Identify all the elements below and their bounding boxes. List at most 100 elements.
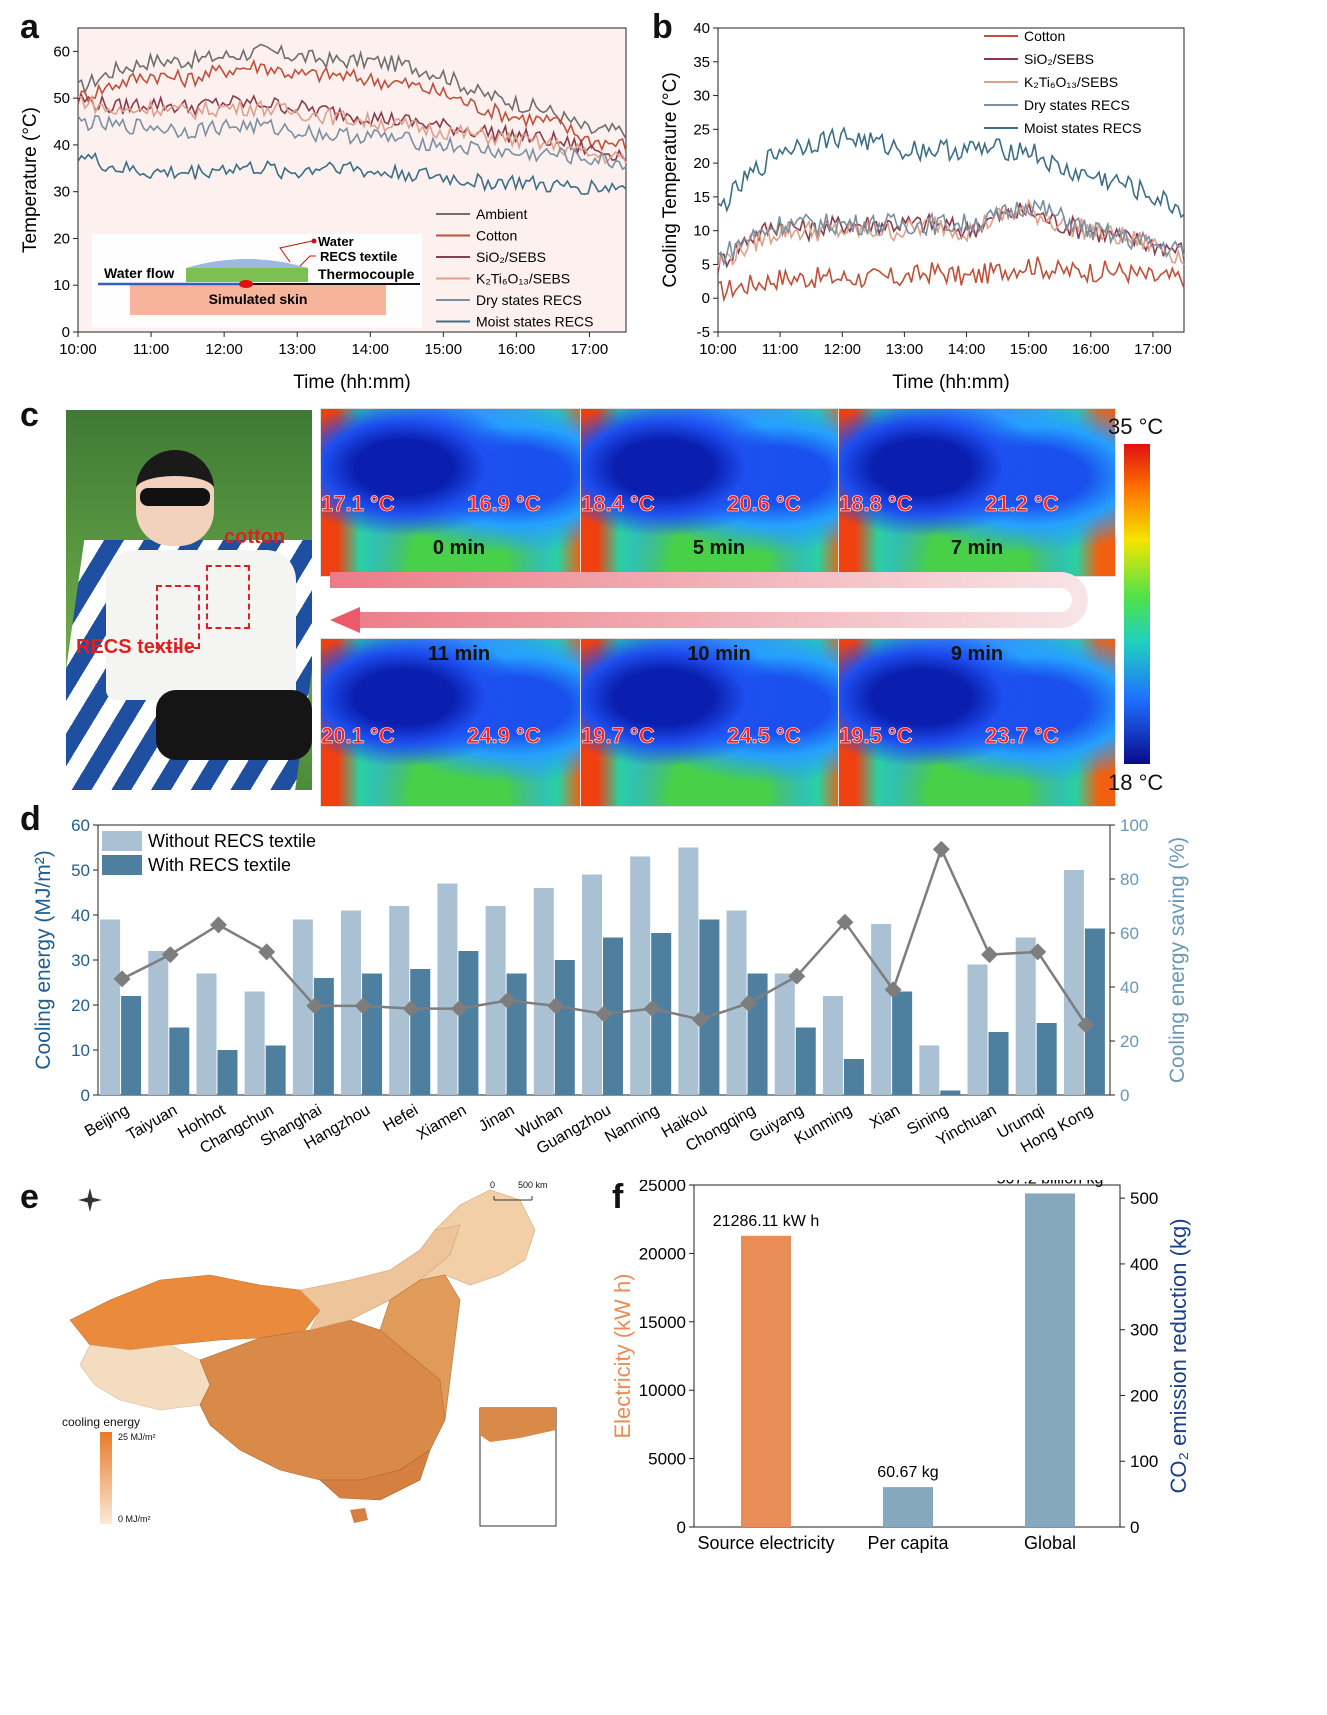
bar-without-Guangzhou — [582, 874, 602, 1095]
thermal-time: 5 min — [692, 537, 746, 559]
y-tick-label: 10 — [71, 1041, 90, 1060]
series-line-cotton — [77, 58, 627, 152]
legend-label: Dry states RECS — [476, 292, 582, 308]
legend-max: 25 MJ/m² — [118, 1432, 156, 1442]
x-tick-label: 10:00 — [59, 341, 97, 358]
x-tick-label: 16:00 — [1072, 341, 1110, 358]
y2-tick-label: 0 — [1120, 1086, 1129, 1105]
series-line-cotton — [717, 256, 1185, 303]
bar-with-Hangzhou — [362, 973, 383, 1095]
legend-title: cooling energy — [62, 1415, 141, 1429]
y-tick-label: 10 — [53, 277, 70, 294]
panel-label-a: a — [20, 8, 39, 46]
bar-without-Changchun — [244, 991, 265, 1095]
bar-with-Jinan — [506, 973, 527, 1095]
pants — [156, 690, 312, 760]
saving-marker — [981, 946, 999, 964]
legend-label: With RECS textile — [148, 855, 291, 875]
bar-without-Sining — [919, 1045, 940, 1095]
bar-value-label: 60.67 kg — [877, 1464, 938, 1481]
y2-tick-label: 80 — [1120, 870, 1139, 889]
scale-zero: 0 — [490, 1180, 496, 1190]
y-tick-label: 30 — [53, 184, 70, 201]
thermal-temp-right: 24.5 °C — [727, 723, 801, 749]
series-line-moist — [77, 151, 627, 196]
saving-marker — [113, 970, 131, 988]
bar-with-Haikou — [699, 919, 720, 1095]
y-axis-label: Electricity (kW h) — [610, 1274, 635, 1439]
water-label: Water — [318, 234, 354, 249]
thermocouple-dot — [239, 280, 253, 288]
scale-min-label: 18 °C — [1108, 770, 1164, 795]
y-tick-label: 25 — [693, 121, 710, 138]
saving-marker — [306, 997, 324, 1015]
x-tick-label: 12:00 — [205, 341, 243, 358]
x-axis-label: Time (hh:mm) — [892, 372, 1010, 393]
thermal-image-4: 10 min 19.7 °C 24.5 °C — [580, 638, 858, 807]
thermal-time: 10 min — [687, 643, 751, 665]
recs-textile-rect — [186, 268, 308, 282]
y-axis-label: Cooling energy (MJ/m²) — [32, 850, 55, 1069]
map-china: 0 500 km cooling energy 25 MJ/m² 0 MJ/m² — [50, 1180, 590, 1535]
bar-without-Shanghai — [292, 919, 313, 1095]
bar-with-Guiyang — [795, 1027, 816, 1095]
legend-label: K₂Ti₆O₁₃/SEBS — [476, 271, 570, 287]
thermal-temp-right: 20.6 °C — [727, 491, 801, 517]
sunglasses — [140, 488, 210, 506]
bar-without-Jinan — [485, 906, 506, 1095]
x-tick-label: 13:00 — [278, 341, 316, 358]
bar-without-Guiyang — [774, 973, 795, 1095]
series-line-dry — [77, 114, 627, 171]
thermal-image-2: 7 min 18.8 °C 21.2 °C — [838, 408, 1116, 577]
y-tick-label: 5 — [702, 256, 710, 273]
saving-marker — [450, 1000, 468, 1018]
legend-label: Dry states RECS — [1024, 97, 1130, 113]
thermal-temp-left: 18.8 °C — [839, 491, 913, 517]
y-tick-label: 0 — [702, 290, 710, 307]
panel-label-f: f — [612, 1178, 624, 1216]
bar-without-Urumqi — [1015, 937, 1036, 1095]
bar-Source electricity — [741, 1235, 791, 1527]
panel-label-d: d — [20, 800, 41, 838]
y2-tick-label: 300 — [1130, 1321, 1158, 1340]
x-axis-label: Time (hh:mm) — [293, 372, 411, 393]
bar-with-Xian — [892, 991, 913, 1095]
bar-without-Hohhot — [196, 973, 217, 1095]
y2-tick-label: 40 — [1120, 978, 1139, 997]
bar-with-Nanning — [651, 933, 672, 1095]
y-tick-label: 20 — [53, 230, 70, 247]
map-hainan — [350, 1508, 368, 1523]
saving-marker — [547, 997, 565, 1015]
y-tick-label: -5 — [697, 324, 710, 341]
y-tick-label: 30 — [693, 88, 710, 105]
x-tick-label: 16:00 — [498, 341, 536, 358]
bar-value-label: 21286.11 kW h — [713, 1213, 819, 1230]
panel-label-b: b — [652, 8, 673, 46]
map-legend-gradient — [100, 1432, 112, 1524]
simulated-skin-label: Simulated skin — [209, 291, 308, 307]
y2-tick-label: 500 — [1130, 1189, 1158, 1208]
map-shapes — [69, 1188, 557, 1527]
bar-without-Hong Kong — [1063, 870, 1084, 1095]
y-tick-label: 35 — [693, 54, 710, 71]
scale-max-label: 35 °C — [1108, 414, 1164, 439]
bar-Global — [1025, 1193, 1075, 1527]
bar-with-Chongqing — [747, 973, 768, 1095]
x-tick-label: 13:00 — [886, 341, 924, 358]
saving-marker — [788, 967, 806, 985]
bar-with-Hong Kong — [1084, 928, 1105, 1095]
bar-without-Yinchuan — [967, 964, 988, 1095]
chart-f-electricity: 0 5000 10000 15000 20000 25000 0 100 200 300 400 50… — [610, 1180, 1191, 1553]
water-dome — [186, 259, 308, 268]
y-tick-label: 40 — [71, 906, 90, 925]
y2-axis-label: Cooling energy saving (%) — [1166, 837, 1189, 1083]
x-tick-label: 17:00 — [1134, 341, 1172, 358]
bar-Per capita — [883, 1487, 933, 1527]
thermal-time: 11 min — [427, 643, 491, 665]
y2-tick-label: 20 — [1120, 1032, 1139, 1051]
thermal-temp-left: 18.4 °C — [581, 491, 655, 517]
bar-with-Hefei — [410, 969, 431, 1095]
y2-tick-label: 200 — [1130, 1386, 1158, 1405]
thermal-temp-left: 20.1 °C — [321, 723, 395, 749]
saving-marker — [836, 913, 854, 931]
